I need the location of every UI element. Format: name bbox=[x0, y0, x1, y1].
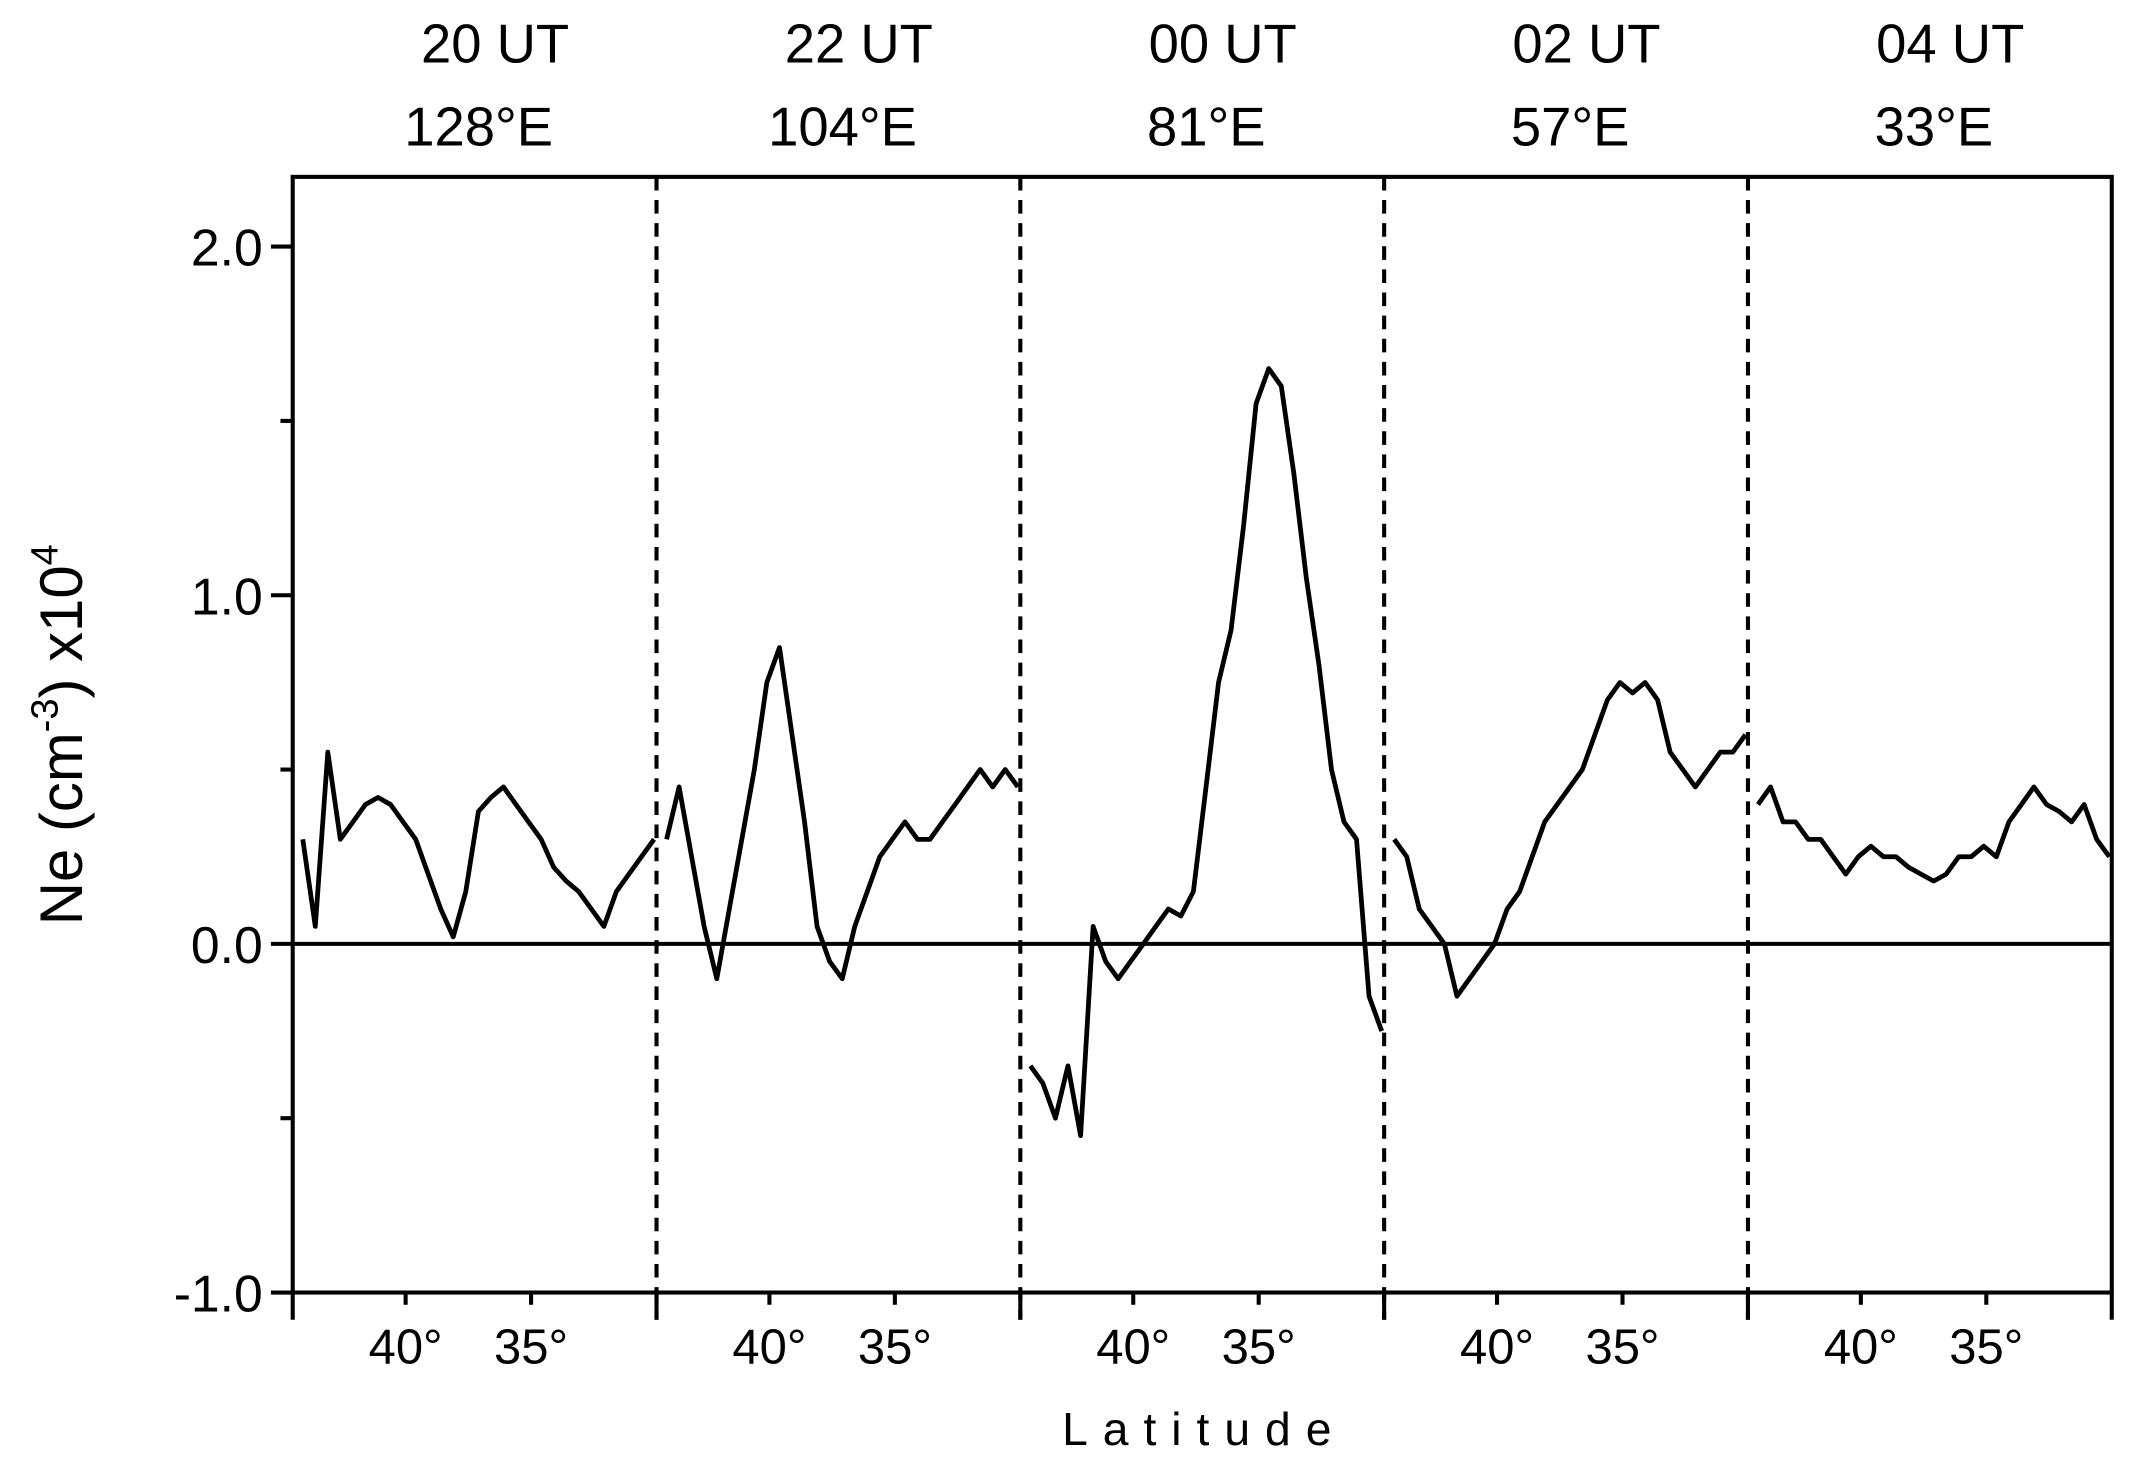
y-label-sup: 4 bbox=[24, 544, 66, 565]
y-tick-label: -1.0 bbox=[174, 1265, 263, 1323]
x-tick-label: 35° bbox=[1585, 1320, 1659, 1374]
x-tick-label: 35° bbox=[1949, 1320, 2023, 1374]
y-tick-label: 1.0 bbox=[191, 567, 263, 625]
x-tick-label: 40° bbox=[732, 1320, 806, 1374]
panel-longitude: 57°E bbox=[1511, 97, 1630, 158]
y-label-sup: -3 bbox=[24, 698, 66, 732]
data-line bbox=[1028, 366, 1384, 1139]
data-line bbox=[1756, 784, 2112, 884]
y-axis-label: Ne (cm-3) x104 bbox=[24, 544, 94, 925]
panel-longitude: 128°E bbox=[404, 97, 553, 158]
panel-time: 02 UT bbox=[1512, 14, 1660, 75]
panel-time: 22 UT bbox=[785, 14, 933, 75]
plot-frame bbox=[290, 174, 2114, 1295]
x-axis-label: Latitude bbox=[1062, 1403, 1346, 1455]
data-line bbox=[300, 749, 656, 940]
panel-longitude: 33°E bbox=[1875, 97, 1994, 158]
x-tick-label: 35° bbox=[1222, 1320, 1296, 1374]
data-line bbox=[1392, 680, 1748, 999]
panel-time: 20 UT bbox=[421, 14, 569, 75]
x-tick-label: 40° bbox=[369, 1320, 443, 1374]
y-label-part: Ne (cm bbox=[28, 732, 95, 925]
panel-time: 04 UT bbox=[1876, 14, 2024, 75]
x-tick-label: 40° bbox=[1460, 1320, 1534, 1374]
y-tick-label: 0.0 bbox=[191, 916, 263, 974]
data-line bbox=[664, 645, 1020, 982]
y-label-part: ) x10 bbox=[28, 565, 95, 698]
x-tick-label: 40° bbox=[1096, 1320, 1170, 1374]
panel-longitude: 81°E bbox=[1147, 97, 1266, 158]
x-tick-label: 35° bbox=[494, 1320, 568, 1374]
y-tick-label: 2.0 bbox=[191, 219, 263, 277]
x-tick-label: 35° bbox=[858, 1320, 932, 1374]
panel-time: 00 UT bbox=[1149, 14, 1297, 75]
panel-longitude: 104°E bbox=[768, 97, 917, 158]
x-tick-label: 40° bbox=[1824, 1320, 1898, 1374]
